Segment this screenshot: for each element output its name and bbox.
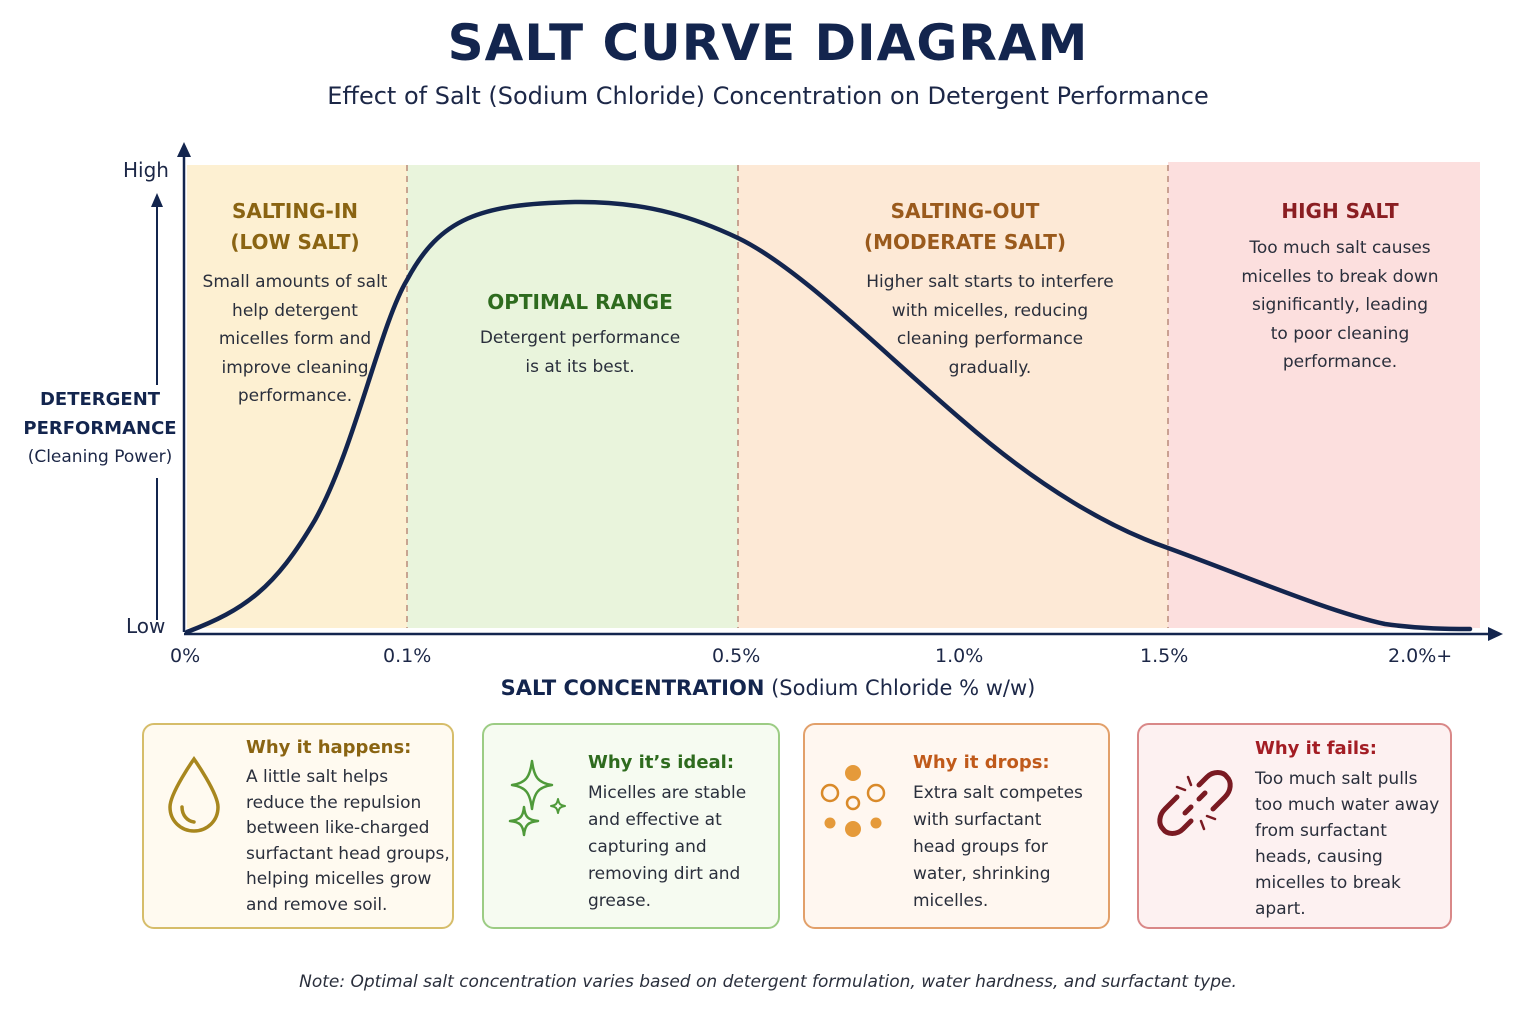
x-axis-label-rest: (Sodium Chloride % w/w) — [764, 676, 1036, 700]
zone-desc-salting-out: Higher salt starts to interfere with mic… — [830, 268, 1150, 382]
card-line: apart. — [1255, 899, 1306, 919]
page-subtitle: Effect of Salt (Sodium Chloride) Concent… — [327, 82, 1209, 110]
page-title: SALT CURVE DIAGRAM — [447, 14, 1089, 72]
zone-title-salting-in-line2: (LOW SALT) — [230, 230, 360, 254]
card-line: and remove soil. — [246, 894, 388, 915]
card-body: Extra salt competes with surfactant head… — [913, 780, 1083, 915]
card-why-it-drops: Why it drops: Extra salt competes with s… — [803, 723, 1110, 929]
card-line: water, shrinking — [913, 864, 1051, 884]
card-why-it-fails: Why it fails: Too much salt pulls too mu… — [1137, 723, 1452, 929]
zone-bg-salting-out — [738, 165, 1168, 628]
zone-desc-line: to poor cleaning — [1270, 323, 1410, 344]
card-line: grease. — [588, 891, 652, 911]
card-line: too much water away — [1255, 795, 1440, 815]
card-body: A little salt helps reduce the repulsion… — [246, 765, 450, 918]
card-body: Too much salt pulls too much water away … — [1255, 766, 1439, 922]
zone-desc-line: improve cleaning — [221, 357, 369, 378]
card-title: Why it fails: — [1255, 738, 1377, 759]
card-line: reduce the repulsion — [246, 792, 422, 813]
zone-title-salting-in-line1: SALTING-IN — [231, 199, 359, 223]
droplet-icon — [168, 755, 220, 833]
card-line: capturing and — [588, 837, 707, 857]
card-line: micelles. — [913, 891, 989, 911]
y-tick-low: Low — [126, 614, 166, 638]
zone-title-high-salt-line1: HIGH SALT — [1281, 199, 1399, 223]
zone-title-salting-out-line1: SALTING-OUT — [890, 199, 1040, 223]
zone-desc-line: micelles to break down — [1241, 266, 1439, 287]
card-line: surfactant head groups, — [246, 843, 450, 864]
sparkles-icon — [508, 759, 566, 837]
card-line: Too much salt pulls — [1255, 769, 1418, 789]
card-line: with surfactant — [913, 810, 1042, 830]
zone-desc-line: performance. — [237, 386, 353, 406]
zone-title-salting-out-line2: (MODERATE SALT) — [863, 230, 1066, 254]
zone-title-optimal: OPTIMAL RANGE — [420, 287, 740, 318]
dots-icon — [820, 765, 886, 837]
zone-desc-line: significantly, leading — [1251, 295, 1429, 315]
zone-desc-salting-in: Small amounts of salt help detergent mic… — [190, 268, 400, 411]
zone-desc-line: Detergent performance — [479, 328, 681, 348]
y-axis-label: DETERGENT PERFORMANCE (Cleaning Power) — [14, 385, 186, 472]
zone-desc-line: Too much salt causes — [1249, 238, 1431, 258]
card-why-it-happens: Why it happens: A little salt helps redu… — [142, 723, 454, 929]
x-axis-label: SALT CONCENTRATION (Sodium Chloride % w/… — [0, 676, 1536, 700]
y-label-arrow-head — [151, 193, 163, 207]
zone-bg-high-salt — [1168, 162, 1480, 628]
zone-desc-line: with micelles, reducing — [891, 300, 1089, 321]
x-axis-arrow — [1488, 627, 1503, 641]
x-tick-3: 1.0% — [935, 645, 984, 667]
x-tick-2: 0.5% — [712, 645, 761, 667]
y-axis-label-line2: PERFORMANCE — [23, 418, 177, 439]
card-line: removing dirt and — [588, 864, 741, 884]
zone-desc-high-salt: Too much salt causes micelles to break d… — [1200, 234, 1480, 377]
x-axis-label-bold: SALT CONCENTRATION — [500, 676, 765, 700]
card-line: and effective at — [588, 810, 722, 830]
zone-desc-optimal: Detergent performance is at its best. — [420, 324, 740, 381]
broken-link-icon — [1157, 770, 1233, 836]
card-why-its-ideal: Why it’s ideal: Micelles are stable and … — [482, 723, 780, 929]
card-line: between like-charged — [246, 818, 430, 838]
zone-title-optimal-line1: OPTIMAL RANGE — [487, 290, 673, 314]
zone-desc-line: gradually. — [948, 357, 1032, 378]
x-tick-0: 0% — [170, 645, 201, 667]
salt-curve-chart — [151, 142, 1503, 641]
card-title: Why it drops: — [913, 752, 1050, 773]
card-title: Why it happens: — [246, 737, 412, 758]
card-line: Micelles are stable — [588, 783, 747, 803]
card-line: heads, causing — [1255, 847, 1383, 867]
y-tick-high: High — [123, 158, 169, 182]
performance-curve — [184, 199, 1473, 635]
card-line: helping micelles grow — [246, 869, 432, 889]
card-body: Micelles are stable and effective at cap… — [588, 780, 746, 915]
footnote: Note: Optimal salt concentration varies … — [299, 972, 1237, 992]
zone-desc-line: performance. — [1282, 352, 1398, 372]
zone-desc-line: help detergent — [232, 300, 358, 321]
x-tick-1: 0.1% — [383, 645, 432, 667]
zone-bg-optimal — [407, 165, 738, 628]
x-tick-4: 1.5% — [1140, 645, 1189, 667]
y-axis-label-line3: (Cleaning Power) — [27, 447, 173, 467]
card-line: micelles to break — [1255, 873, 1401, 893]
zone-desc-line: cleaning performance — [896, 329, 1084, 349]
card-title: Why it’s ideal: — [588, 752, 735, 773]
card-line: head groups for — [913, 837, 1048, 857]
zone-title-high-salt: HIGH SALT — [1200, 196, 1480, 227]
y-axis-label-line1: DETERGENT — [39, 389, 161, 410]
zone-desc-line: is at its best. — [525, 356, 635, 377]
card-line: from surfactant — [1255, 821, 1387, 841]
zone-desc-line: micelles form and — [218, 329, 372, 349]
zone-desc-line: Higher salt starts to interfere — [866, 272, 1114, 292]
zone-title-salting-in: SALTING-IN (LOW SALT) — [190, 196, 400, 258]
zone-title-salting-out: SALTING-OUT (MODERATE SALT) — [820, 196, 1110, 258]
card-line: Extra salt competes — [913, 783, 1083, 803]
zone-desc-line: Small amounts of salt — [202, 272, 388, 292]
y-axis-arrow — [177, 142, 191, 157]
x-tick-5: 2.0%+ — [1388, 645, 1453, 667]
card-line: A little salt helps — [246, 767, 389, 787]
